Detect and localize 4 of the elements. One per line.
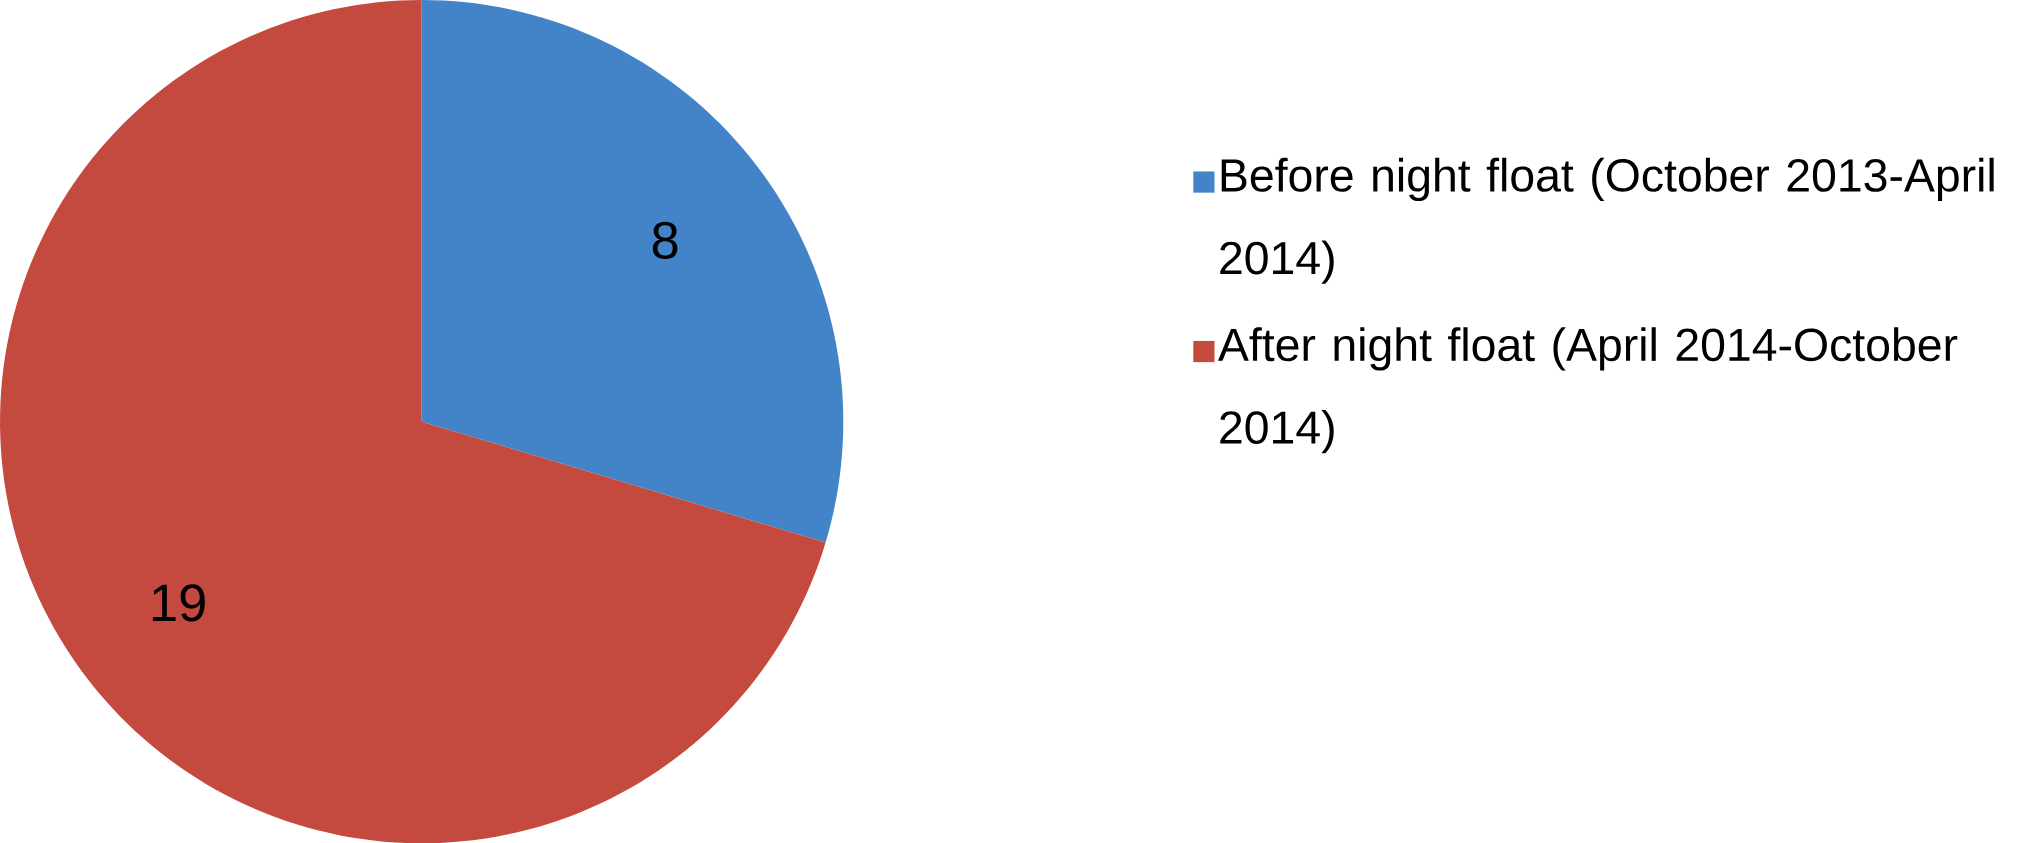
legend-label: Before night float (October 2013-April 2014) bbox=[1220, 157, 1994, 284]
data-label: 19 bbox=[152, 584, 205, 622]
legend-label: After night float (April 2014-October 2014) bbox=[1218, 327, 1958, 454]
data-label: 8 bbox=[652, 221, 678, 259]
